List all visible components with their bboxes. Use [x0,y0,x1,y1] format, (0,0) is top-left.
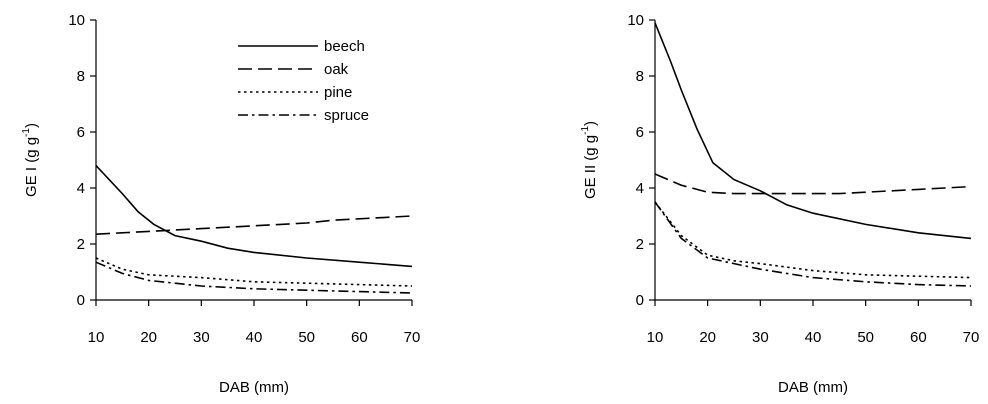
chart-0-x-tick-label: 20 [140,329,157,346]
chart-1-y-tick-label: 6 [636,124,644,141]
chart-0-y-tick-label: 2 [77,236,85,253]
chart-1-x-tick-label: 60 [910,329,927,346]
chart-1-x-tick-label: 10 [647,329,664,346]
chart-0-y-axis-label-close: ) [23,123,40,128]
chart-0-x-tick-label: 60 [351,329,368,346]
chart-0-x-tick-label: 70 [404,329,421,346]
chart-0-x-axis-label: DAB (mm) [219,379,289,396]
chart-1-series-spruce [654,201,972,287]
chart-0-legend: beech oak pine spruce [238,38,369,124]
chart-1-y-axis-label: GE II (g g-1) [580,121,599,199]
chart-1-series-beech [654,22,972,240]
chart-0-series-pine [95,257,413,287]
chart-0-y-tick-label: 8 [77,68,85,85]
chart-1-x-tick-label: 30 [752,329,769,346]
chart-1-x-tick-label: 70 [963,329,980,346]
chart-1-x-tick-label: 50 [857,329,874,346]
chart-1-y-tick-label: 10 [627,12,644,29]
chart-0-x-tick-label: 40 [246,329,263,346]
chart-0-series-spruce [95,261,413,294]
chart-0-x-tick-label: 50 [298,329,315,346]
chart-0-y-tick-label: 4 [77,180,85,197]
chart-1-y-axis-label-sup: -1 [580,126,591,135]
chart-0-x-tick-label: 30 [193,329,210,346]
chart-1-y-axis-label-close: ) [582,121,599,126]
chart-1-y-tick-label: 0 [636,292,644,309]
chart-1-x-tick-label: 40 [805,329,822,346]
chart-ge-i: 0 2 4 6 8 10 10 20 30 40 50 60 70 DAB (mm) GE I (g g-1… [21,12,420,396]
chart-1-x-axis-label: DAB (mm) [778,379,848,396]
chart-0-series-beech [95,165,413,268]
chart-0-y-tick-label: 0 [77,292,85,309]
chart-1-y-tick-label: 2 [636,236,644,253]
chart-ge-ii: 0 2 4 6 8 10 10 20 30 40 50 60 70 DAB (mm) GE II (g g-… [580,12,979,396]
chart-0-series-oak [95,215,413,235]
chart-1-series-oak [654,173,972,195]
chart-1-x-tick-label: 20 [699,329,716,346]
chart-0-y-tick-label: 10 [68,12,85,29]
legend-label-beech: beech [324,38,365,55]
chart-0-y-tick-label: 6 [77,124,85,141]
chart-0-y-axis-label-sup: -1 [21,128,32,137]
chart-0-y-axis-label: GE I (g g-1) [21,123,40,197]
chart-0-x-tick-label: 10 [88,329,105,346]
legend-label-spruce: spruce [324,107,369,124]
chart-1-y-tick-label: 8 [636,68,644,85]
legend-label-pine: pine [324,84,352,101]
legend-label-oak: oak [324,61,349,78]
chart-1-y-tick-label: 4 [636,180,644,197]
chart-1-y-axis-label-main: GE II (g g [582,135,599,199]
chart-0-y-axis-label-main: GE I (g g [23,137,40,197]
